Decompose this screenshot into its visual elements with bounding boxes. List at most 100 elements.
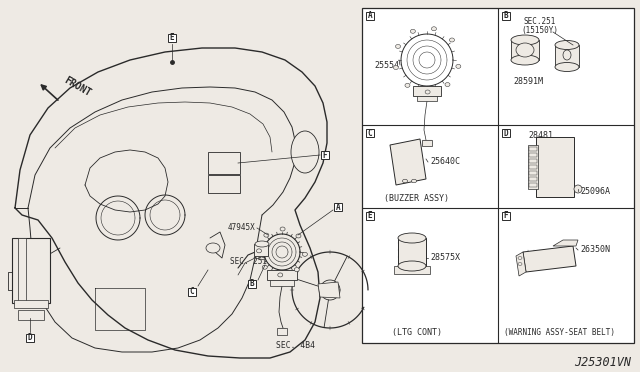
Text: 25096A: 25096A (580, 186, 610, 196)
Text: (WARNING ASSY-SEAT BELT): (WARNING ASSY-SEAT BELT) (504, 328, 616, 337)
Ellipse shape (255, 241, 269, 247)
Text: F: F (504, 212, 508, 221)
Text: 47945X: 47945X (227, 224, 255, 232)
Text: E: E (170, 33, 174, 42)
Bar (529, 159, 537, 163)
Bar (528, 145, 538, 189)
Ellipse shape (449, 38, 454, 42)
Ellipse shape (396, 44, 401, 48)
Ellipse shape (206, 243, 220, 253)
Text: SEC. 4B4: SEC. 4B4 (275, 341, 314, 350)
Text: 25640C: 25640C (430, 157, 460, 167)
Ellipse shape (294, 267, 300, 272)
Ellipse shape (403, 179, 408, 183)
Bar (529, 177, 537, 181)
Bar (267, 270, 297, 280)
Bar (502, 12, 510, 20)
Bar (254, 244, 268, 256)
Text: 26350N: 26350N (580, 246, 610, 254)
Bar (422, 140, 432, 146)
Text: 28575X: 28575X (430, 253, 460, 263)
Ellipse shape (291, 131, 319, 173)
Ellipse shape (518, 263, 522, 266)
Polygon shape (553, 240, 578, 246)
Ellipse shape (516, 43, 534, 57)
Ellipse shape (511, 55, 539, 65)
Text: C: C (189, 288, 195, 296)
Ellipse shape (410, 29, 415, 33)
Ellipse shape (518, 257, 522, 260)
Bar (398, 238, 426, 266)
Bar (529, 171, 537, 175)
Polygon shape (523, 246, 576, 272)
Bar (168, 34, 176, 42)
Ellipse shape (398, 261, 426, 271)
Ellipse shape (511, 35, 539, 45)
Bar (18, 310, 44, 320)
Text: (BUZZER ASSY): (BUZZER ASSY) (385, 193, 449, 202)
Bar (529, 153, 537, 157)
Ellipse shape (412, 179, 417, 183)
Ellipse shape (394, 65, 399, 70)
Bar (413, 86, 441, 96)
Ellipse shape (425, 90, 430, 94)
Text: 25554: 25554 (374, 61, 399, 70)
Text: SEC. 251: SEC. 251 (230, 257, 266, 266)
Ellipse shape (405, 83, 410, 87)
Polygon shape (318, 282, 340, 298)
Text: FRONT: FRONT (62, 75, 92, 98)
Text: 28591M: 28591M (513, 77, 543, 87)
Ellipse shape (302, 252, 307, 256)
Bar (248, 280, 256, 288)
Text: SEC.251: SEC.251 (524, 17, 556, 26)
Ellipse shape (555, 41, 579, 49)
Bar (12, 238, 50, 303)
Text: E: E (368, 212, 372, 221)
Ellipse shape (280, 227, 285, 231)
Bar (502, 129, 510, 137)
Bar (529, 147, 537, 151)
Bar (321, 151, 329, 159)
Text: B: B (250, 279, 254, 289)
Bar (529, 165, 537, 169)
Bar (334, 203, 342, 211)
Ellipse shape (431, 27, 436, 31)
Text: A: A (336, 202, 340, 212)
Bar (208, 175, 240, 193)
Text: B: B (504, 12, 508, 20)
Ellipse shape (257, 249, 262, 253)
Ellipse shape (445, 83, 450, 87)
Ellipse shape (296, 234, 301, 238)
Ellipse shape (456, 64, 461, 68)
Bar (362, 8, 634, 343)
Text: J25301VN: J25301VN (574, 356, 631, 369)
Ellipse shape (555, 62, 579, 71)
Bar (208, 152, 240, 174)
Bar (277, 328, 287, 335)
Bar (417, 96, 437, 101)
Bar (270, 280, 294, 286)
Bar (366, 212, 374, 220)
Bar (536, 137, 574, 197)
Text: A: A (368, 12, 372, 20)
Text: (15150Y): (15150Y) (522, 26, 559, 35)
Text: D: D (504, 128, 508, 138)
Text: 28481: 28481 (528, 131, 553, 140)
Polygon shape (390, 139, 426, 185)
Bar (529, 183, 537, 187)
Bar (14, 300, 48, 308)
Bar (555, 45, 579, 67)
Ellipse shape (264, 233, 269, 237)
Text: (LTG CONT): (LTG CONT) (392, 328, 442, 337)
Polygon shape (516, 252, 526, 276)
Text: C: C (368, 128, 372, 138)
Bar (188, 288, 196, 296)
Bar (18, 238, 26, 303)
Ellipse shape (574, 185, 582, 193)
Ellipse shape (398, 233, 426, 243)
Text: F: F (323, 151, 327, 160)
Bar (366, 129, 374, 137)
Ellipse shape (563, 50, 571, 60)
Bar (511, 40, 539, 60)
Ellipse shape (262, 265, 268, 269)
